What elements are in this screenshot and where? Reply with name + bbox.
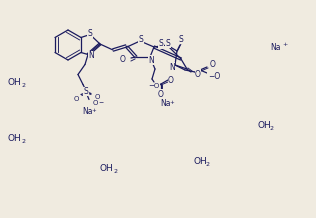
Text: 2: 2 <box>21 138 25 143</box>
Text: O: O <box>92 99 98 106</box>
Text: −O: −O <box>208 72 220 80</box>
Text: S: S <box>179 34 183 44</box>
Text: Na: Na <box>82 107 93 116</box>
Text: O: O <box>73 95 79 102</box>
Text: Na: Na <box>160 99 171 107</box>
Text: O: O <box>195 70 201 78</box>
Text: O: O <box>120 54 126 63</box>
Text: +: + <box>92 108 96 113</box>
Text: N: N <box>169 63 175 72</box>
Text: OH: OH <box>193 157 207 165</box>
Text: S: S <box>166 39 170 48</box>
Text: S: S <box>88 29 92 37</box>
Text: 2: 2 <box>21 82 25 87</box>
Text: OH: OH <box>257 121 271 129</box>
Text: O: O <box>210 60 216 68</box>
Text: −O: −O <box>149 83 160 89</box>
Text: OH: OH <box>8 133 22 143</box>
Text: S: S <box>139 34 143 44</box>
Text: OH: OH <box>8 78 22 87</box>
Text: S: S <box>84 87 88 96</box>
Text: OH: OH <box>100 164 114 172</box>
Text: O: O <box>168 75 174 85</box>
Text: S: S <box>159 39 163 48</box>
Text: 2: 2 <box>206 162 210 167</box>
Text: −: − <box>98 99 104 104</box>
Text: O: O <box>158 90 164 99</box>
Text: N: N <box>88 51 94 60</box>
Text: O: O <box>94 94 100 99</box>
Text: 2: 2 <box>270 126 274 131</box>
Text: +: + <box>170 99 174 104</box>
Text: Na: Na <box>270 43 281 51</box>
Text: 2: 2 <box>113 169 117 174</box>
Text: +: + <box>282 43 287 48</box>
Text: N: N <box>148 56 154 65</box>
